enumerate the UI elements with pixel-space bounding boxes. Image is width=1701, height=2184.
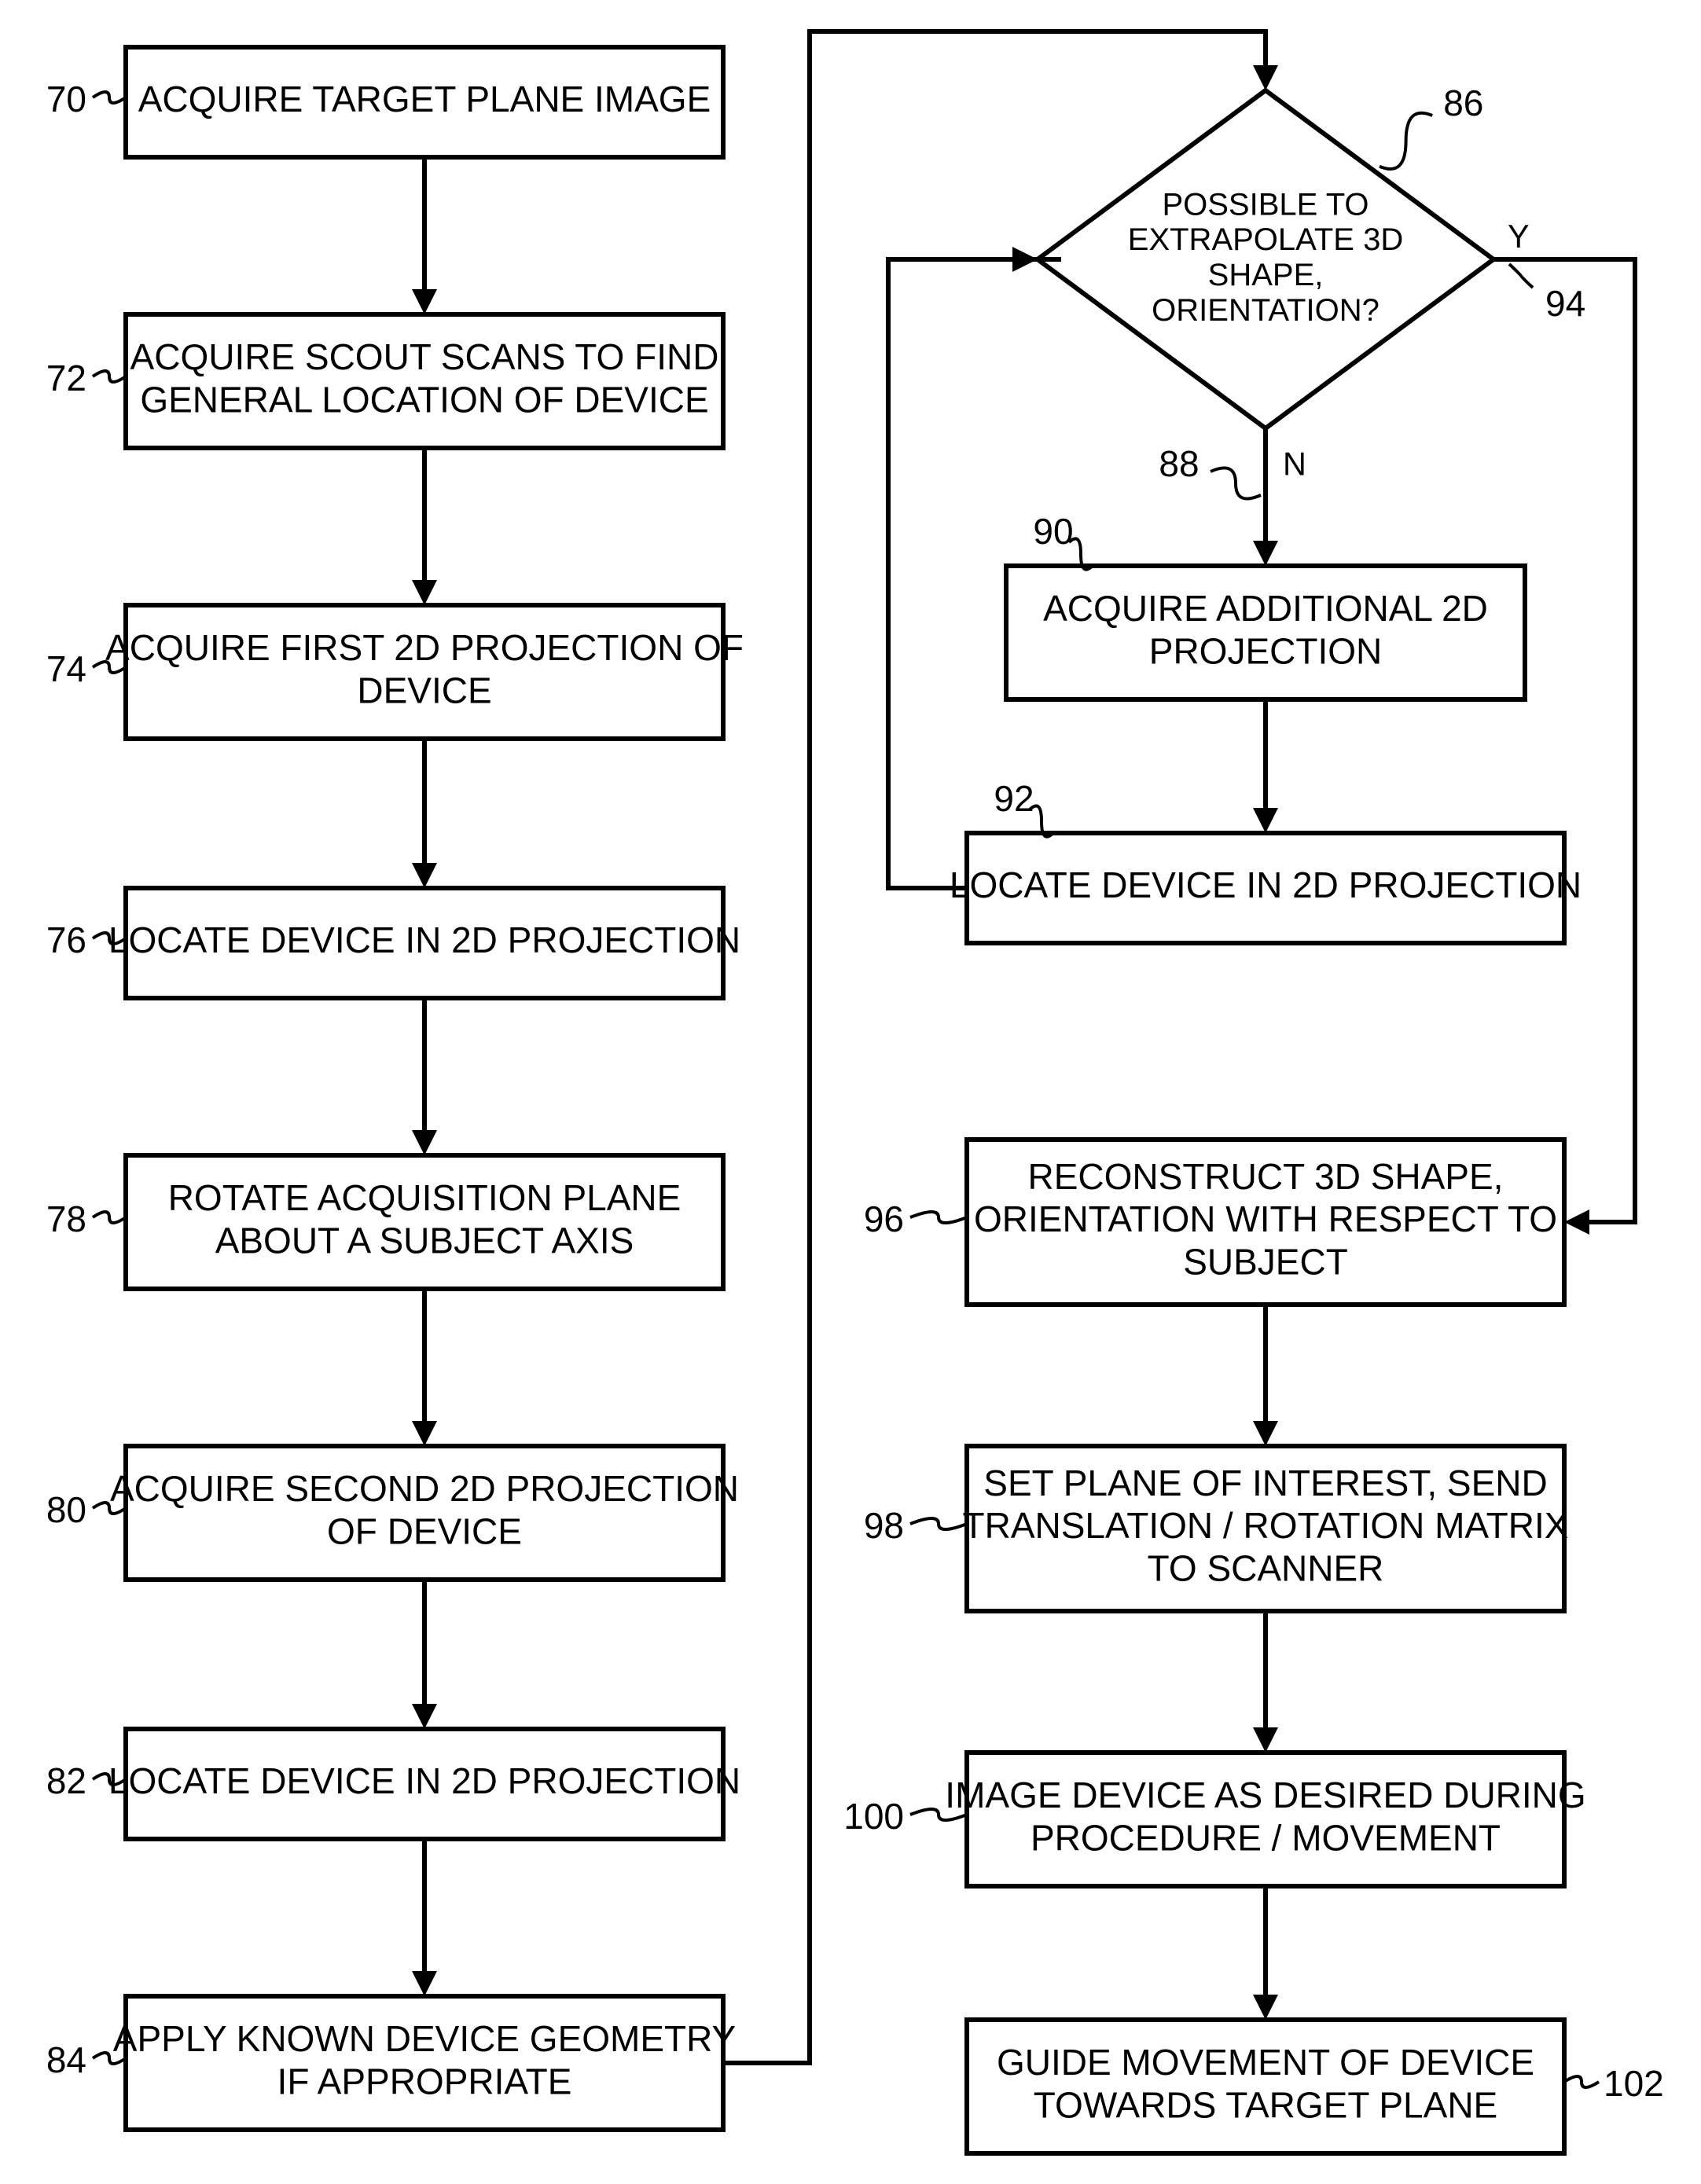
ref-label: 80 [46, 1489, 86, 1530]
ref-label: 70 [46, 79, 86, 119]
ref-label: 102 [1604, 2063, 1664, 2104]
node-text: TRANSLATION / ROTATION MATRIX [963, 1505, 1569, 1546]
ref-label: 82 [46, 1760, 86, 1801]
node-text: ACQUIRE SECOND 2D PROJECTION [110, 1468, 739, 1509]
edge-n80-n82 [412, 1580, 437, 1729]
node-text: IMAGE DEVICE AS DESIRED DURING [945, 1775, 1585, 1815]
node-text: PROJECTION [1149, 630, 1382, 671]
node-n70: ACQUIRE TARGET PLANE IMAGE 70 [46, 47, 723, 157]
edge-n76-n78 [412, 998, 437, 1155]
edge-n72-n74 [412, 448, 437, 605]
ref-label: 94 [1545, 283, 1585, 324]
node-text: ACQUIRE ADDITIONAL 2D [1043, 588, 1488, 629]
node-n82: LOCATE DEVICE IN 2D PROJECTION 82 [46, 1729, 740, 1839]
node-text: ORIENTATION WITH RESPECT TO [974, 1198, 1557, 1239]
node-text: GENERAL LOCATION OF DEVICE [140, 379, 708, 420]
ref-label: 74 [46, 648, 86, 689]
node-n80: ACQUIRE SECOND 2D PROJECTIONOF DEVICE 80 [46, 1446, 739, 1580]
edge-n86-n90: N 88 [1159, 428, 1306, 566]
ref-label: 96 [864, 1198, 904, 1239]
ref-label: 100 [843, 1796, 904, 1837]
node-text: ROTATE ACQUISITION PLANE [168, 1177, 682, 1218]
node-text: ABOUT A SUBJECT AXIS [215, 1220, 634, 1261]
flowchart: ACQUIRE TARGET PLANE IMAGE 70 ACQUIRE SCOU… [0, 0, 1701, 2184]
ref-label: 72 [46, 358, 86, 398]
node-text: POSSIBLE TO [1162, 187, 1369, 222]
node-text: SHAPE, [1208, 258, 1324, 292]
node-text: ORIENTATION? [1152, 293, 1380, 328]
edge-n90-n92 [1253, 699, 1278, 833]
edge-n78-n80 [412, 1289, 437, 1446]
edge-n100-n102 [1253, 1886, 1278, 2020]
node-text: ACQUIRE FIRST 2D PROJECTION OF [105, 627, 744, 668]
edge-n98-n100 [1253, 1611, 1278, 1753]
node-text: APPLY KNOWN DEVICE GEOMETRY [113, 2018, 736, 2059]
node-text: LOCATE DEVICE IN 2D PROJECTION [108, 1760, 740, 1801]
ref-label: 78 [46, 1198, 86, 1239]
ref-label: 98 [864, 1505, 904, 1546]
flowchart-container: ACQUIRE TARGET PLANE IMAGE 70 ACQUIRE SCOU… [0, 0, 1701, 2184]
node-text: GUIDE MOVEMENT OF DEVICE [997, 2042, 1534, 2083]
edge-n82-n84 [412, 1839, 437, 1996]
branch-label-yes: Y [1508, 218, 1530, 255]
node-text: LOCATE DEVICE IN 2D PROJECTION [108, 919, 740, 960]
node-text: ACQUIRE TARGET PLANE IMAGE [138, 79, 711, 119]
ref-label: 90 [1033, 511, 1073, 552]
ref-label: 76 [46, 919, 86, 960]
node-text: RECONSTRUCT 3D SHAPE, [1028, 1156, 1504, 1197]
node-n86: POSSIBLE TOEXTRAPOLATE 3DSHAPE,ORIENTATI… [1038, 83, 1493, 428]
node-text: OF DEVICE [327, 1510, 522, 1551]
node-n100: IMAGE DEVICE AS DESIRED DURINGPROCEDURE … [843, 1753, 1585, 1886]
node-text: SUBJECT [1183, 1241, 1348, 1282]
ref-label: 86 [1443, 83, 1483, 123]
node-text: TO SCANNER [1148, 1547, 1384, 1588]
node-n96: RECONSTRUCT 3D SHAPE,ORIENTATION WITH RE… [864, 1140, 1564, 1305]
ref-label: 88 [1159, 443, 1199, 484]
node-text: LOCATE DEVICE IN 2D PROJECTION [950, 864, 1582, 905]
edge-n96-n98 [1253, 1305, 1278, 1446]
node-text: EXTRAPOLATE 3D [1128, 222, 1403, 257]
node-n78: ROTATE ACQUISITION PLANEABOUT A SUBJECT … [46, 1155, 723, 1289]
node-text: ACQUIRE SCOUT SCANS TO FIND [130, 336, 719, 377]
ref-label: 84 [46, 2039, 86, 2080]
branch-label-no: N [1283, 446, 1306, 483]
edge-n74-n76 [412, 739, 437, 888]
node-n102: GUIDE MOVEMENT OF DEVICETOWARDS TARGET P… [967, 2020, 1664, 2153]
node-text: SET PLANE OF INTEREST, SEND [983, 1463, 1547, 1503]
ref-label: 92 [994, 778, 1034, 819]
node-text: IF APPROPRIATE [277, 2061, 572, 2101]
node-text: TOWARDS TARGET PLANE [1034, 2084, 1497, 2125]
edge-n86-n96: Y 94 [1493, 218, 1635, 1235]
node-text: DEVICE [357, 670, 491, 710]
node-n76: LOCATE DEVICE IN 2D PROJECTION 76 [46, 888, 740, 998]
node-text: PROCEDURE / MOVEMENT [1031, 1817, 1501, 1858]
node-n72: ACQUIRE SCOUT SCANS TO FINDGENERAL LOCAT… [46, 314, 723, 448]
node-n74: ACQUIRE FIRST 2D PROJECTION OFDEVICE 74 [46, 605, 744, 739]
node-n98: SET PLANE OF INTEREST, SENDTRANSLATION /… [864, 1446, 1569, 1611]
node-n84: APPLY KNOWN DEVICE GEOMETRYIF APPROPRIAT… [46, 1996, 736, 2130]
edge-n70-n72 [412, 157, 437, 314]
